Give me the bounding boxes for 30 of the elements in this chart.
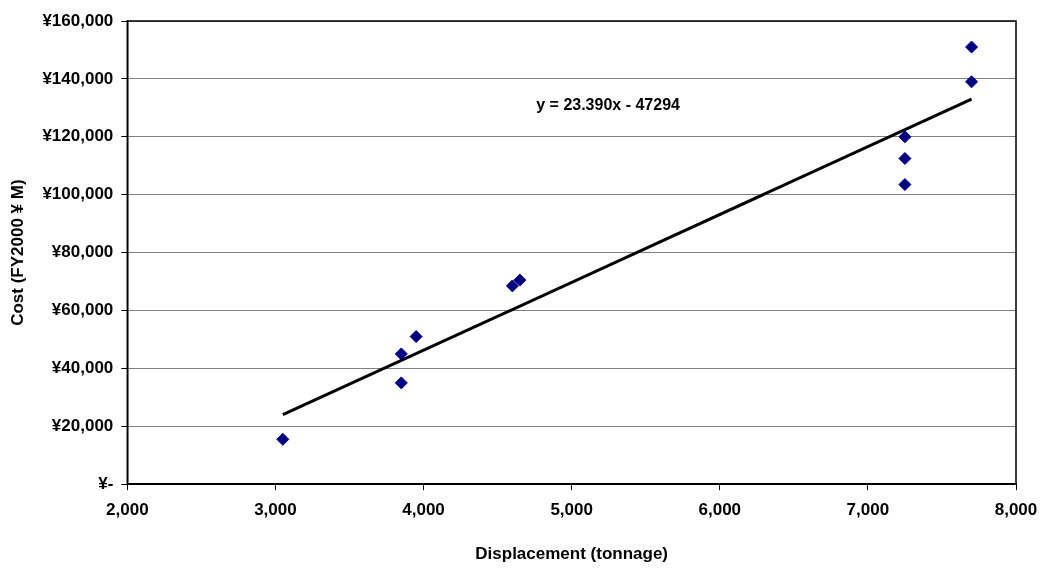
x-tick-label: 2,000	[106, 500, 149, 520]
point	[898, 130, 912, 144]
y-tick-label: ¥40,000	[51, 358, 114, 378]
y-tick-label: ¥-	[98, 473, 114, 493]
x-tick-label: 8,000	[994, 500, 1038, 520]
point	[965, 40, 979, 54]
point	[409, 330, 423, 344]
point	[394, 376, 408, 390]
y-tick-label: ¥160,000	[42, 10, 114, 30]
y-tick-label: ¥140,000	[42, 68, 114, 88]
annotation: y = 23.390x - 47294	[536, 95, 681, 113]
x-tick-label: 4,000	[402, 500, 445, 520]
x-tick-label: 3,000	[254, 500, 297, 520]
y-tick-label: ¥100,000	[42, 184, 114, 204]
y-tick-label: ¥60,000	[51, 300, 114, 320]
point	[276, 432, 290, 446]
y-axis-title: Cost (FY2000 ¥ M)	[7, 179, 27, 326]
x-axis-title: Displacement (tonnage)	[475, 544, 668, 564]
point	[394, 347, 408, 361]
x-tick-label: 7,000	[846, 500, 890, 520]
point	[965, 75, 979, 89]
y-tick-label: ¥20,000	[51, 415, 114, 435]
point	[513, 273, 527, 287]
x-tick-label: 5,000	[550, 500, 593, 520]
point	[505, 279, 519, 293]
y-tick-label: ¥120,000	[42, 126, 114, 146]
x-tick-label: 6,000	[698, 500, 742, 520]
point	[898, 152, 912, 166]
point	[898, 178, 912, 192]
y-tick-label: ¥80,000	[51, 242, 114, 262]
